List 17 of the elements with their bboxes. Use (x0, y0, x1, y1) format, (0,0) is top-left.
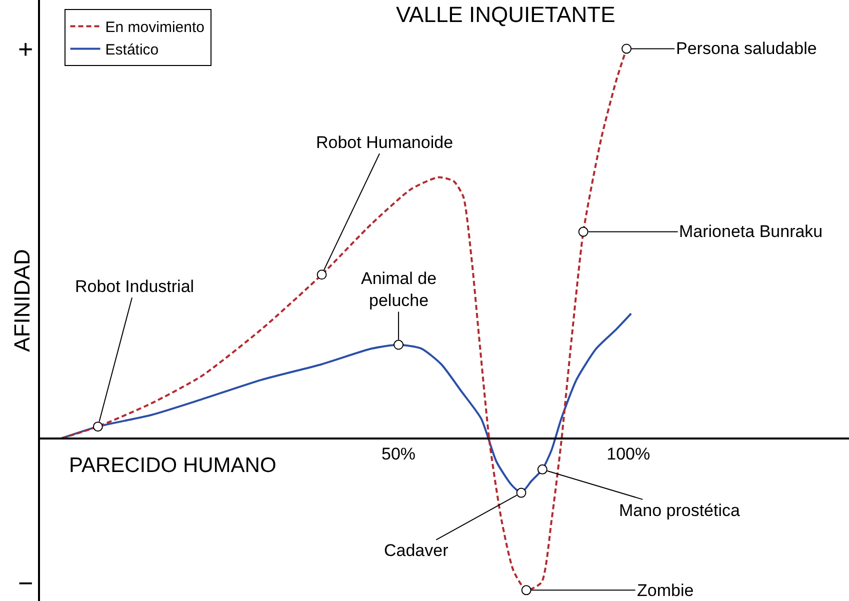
y-axis-title: AFINIDAD (9, 249, 34, 352)
annotation: Animal de peluche (361, 269, 437, 310)
text: − (18, 568, 34, 598)
text: + (18, 34, 34, 64)
annotation: Cadaver (384, 541, 449, 560)
annotation: Marioneta Bunraku (679, 222, 823, 241)
x-tick-label: 100% (606, 444, 650, 464)
annotation: Zombie (637, 581, 694, 600)
x-axis-title: PARECIDO HUMANO (69, 454, 276, 477)
annotation: Robot Industrial (75, 277, 194, 296)
x-tick-label: 50% (382, 444, 416, 464)
annotation: Mano prostética (619, 501, 740, 520)
legend-label: En movimiento (105, 19, 204, 36)
text: VALLE INQUIETANTE (396, 2, 616, 27)
annotation: Robot Humanoide (316, 133, 454, 152)
legend-label: Estático (105, 42, 159, 59)
annotation: Persona saludable (676, 39, 817, 58)
